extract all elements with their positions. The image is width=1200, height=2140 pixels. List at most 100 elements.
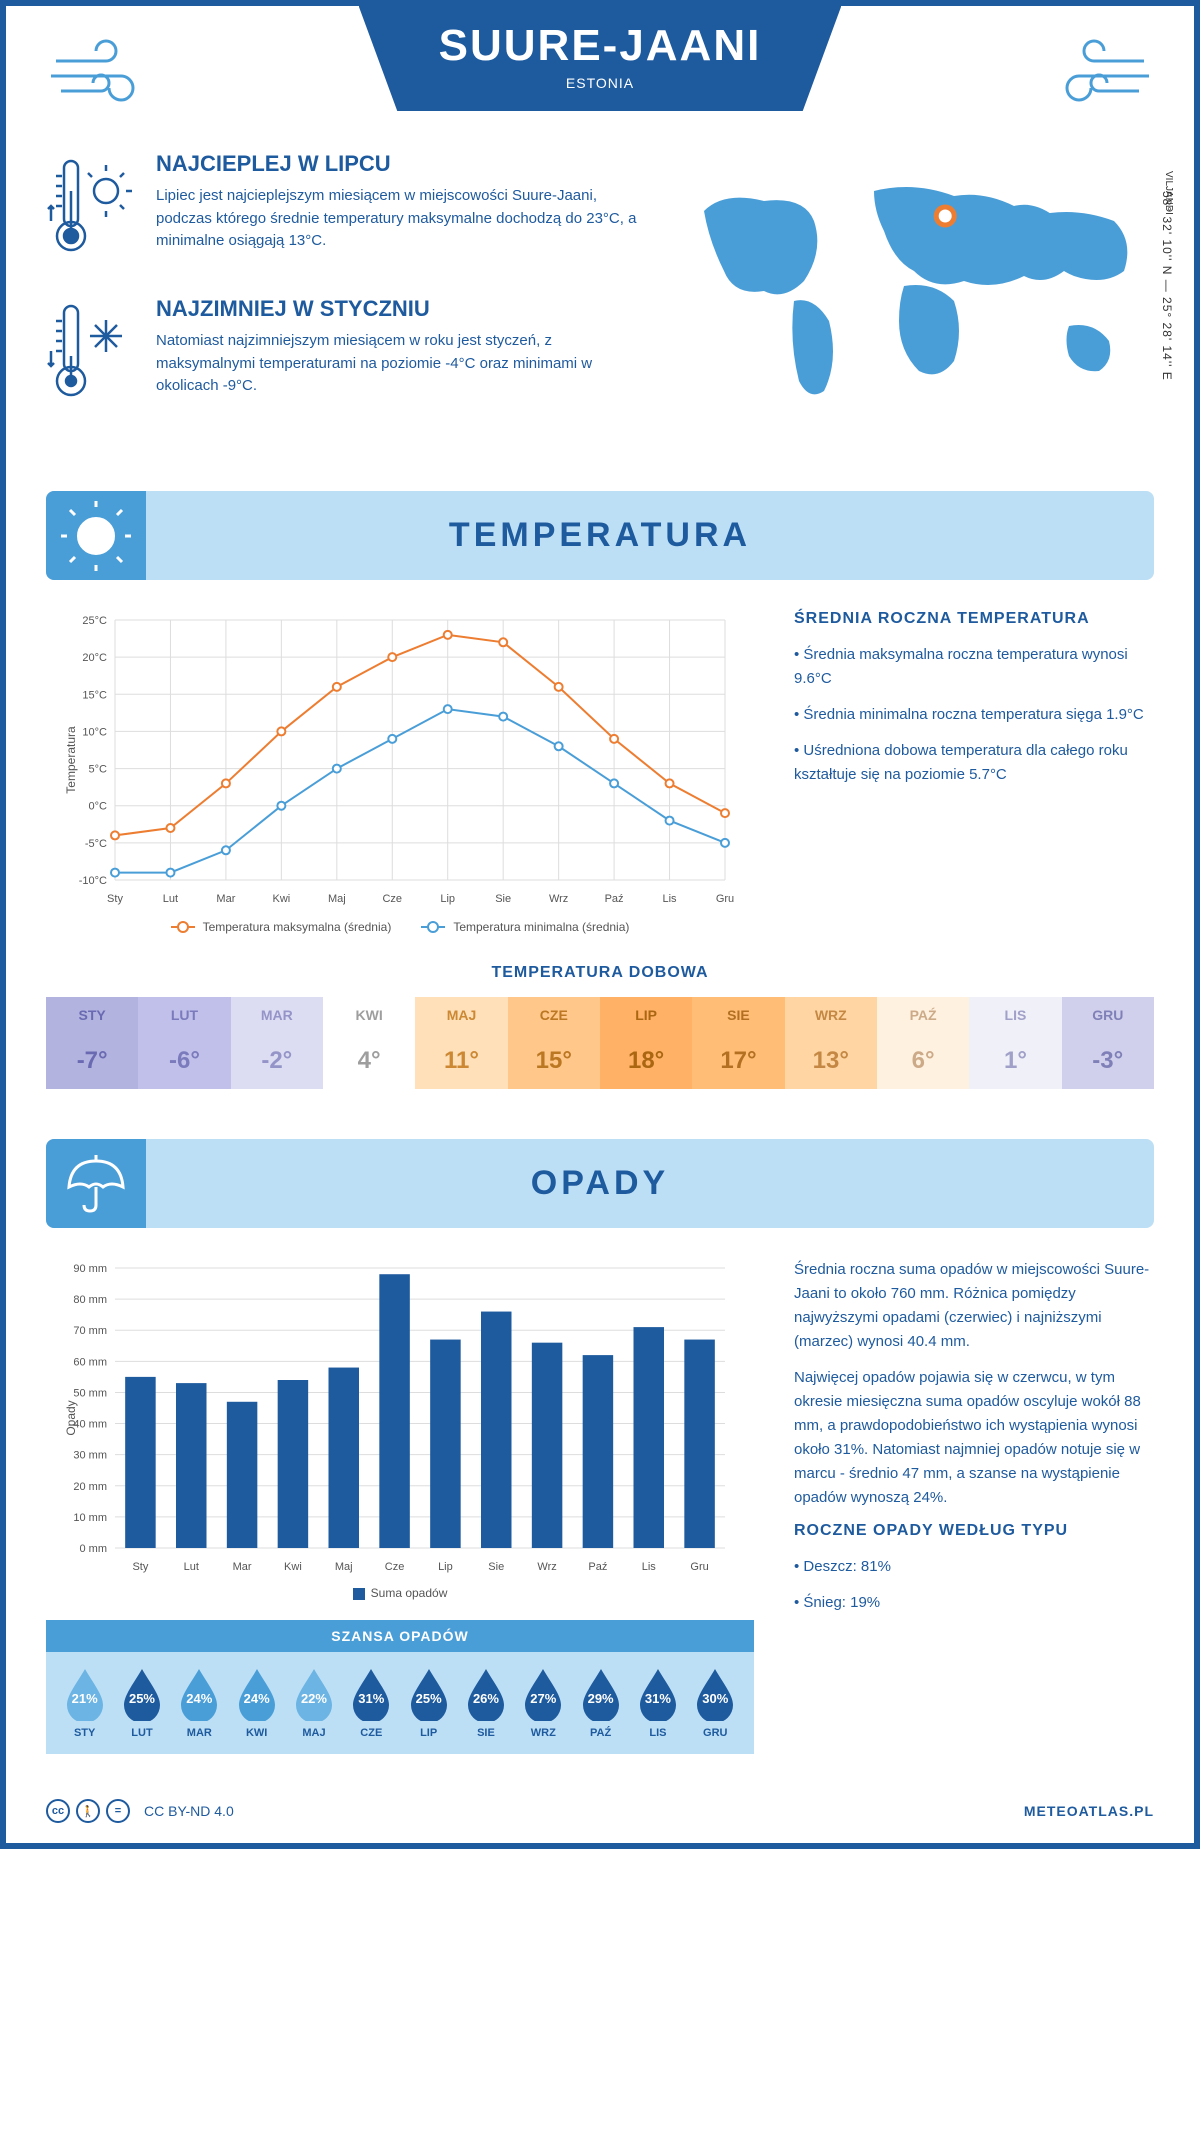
raindrop-icon: 26% [464, 1667, 508, 1721]
temp-summary-title: ŚREDNIA ROCZNA TEMPERATURA [794, 610, 1154, 628]
coordinates: 58° 32' 10'' N — 25° 28' 14'' E [1160, 191, 1174, 381]
page-header: SUURE-JAANI ESTONIA [6, 6, 1194, 121]
raindrop-icon: 31% [636, 1667, 680, 1721]
daily-month-cell: WRZ [785, 997, 877, 1033]
raindrop-icon: 24% [235, 1667, 279, 1721]
coldest-block: NAJZIMNIEJ W STYCZNIU Natomiast najzimni… [46, 296, 644, 411]
svg-text:20 mm: 20 mm [73, 1481, 107, 1493]
daily-month-cell: STY [46, 997, 138, 1033]
license-text: CC BY-ND 4.0 [144, 1803, 234, 1819]
page-title: SUURE-JAANI [439, 21, 762, 71]
svg-text:-5°C: -5°C [85, 838, 107, 850]
legend-min-label: Temperatura minimalna (średnia) [453, 920, 629, 934]
precipitation-chance-box: SZANSA OPADÓW 21% STY 25% LUT 24% MAR 24… [46, 1620, 754, 1754]
chance-cell: 27% WRZ [515, 1667, 572, 1739]
chance-cell: 25% LUT [113, 1667, 170, 1739]
daily-value-cell: 11° [415, 1033, 507, 1089]
svg-text:15°C: 15°C [82, 689, 107, 701]
svg-text:Kwi: Kwi [284, 1561, 302, 1573]
thermometer-hot-icon [46, 151, 136, 266]
chance-month-label: MAR [171, 1727, 228, 1739]
svg-text:90 mm: 90 mm [73, 1263, 107, 1275]
temperature-legend: Temperatura maksymalna (średnia) Tempera… [46, 920, 754, 934]
svg-text:Cze: Cze [385, 1561, 405, 1573]
brand-label: METEOATLAS.PL [1024, 1803, 1154, 1819]
thermometer-cold-icon [46, 296, 136, 411]
svg-text:20°C: 20°C [82, 652, 107, 664]
daily-value-cell: 17° [692, 1033, 784, 1089]
daily-value-cell: -7° [46, 1033, 138, 1089]
svg-text:Sie: Sie [488, 1561, 504, 1573]
svg-text:70 mm: 70 mm [73, 1325, 107, 1337]
chance-month-label: GRU [687, 1727, 744, 1739]
chance-cell: 30% GRU [687, 1667, 744, 1739]
page-footer: cc 🚶 = CC BY-ND 4.0 METEOATLAS.PL [6, 1784, 1194, 1843]
svg-text:0 mm: 0 mm [80, 1543, 108, 1555]
chance-title: SZANSA OPADÓW [46, 1620, 754, 1652]
raindrop-icon: 22% [292, 1667, 336, 1721]
svg-text:10 mm: 10 mm [73, 1512, 107, 1524]
svg-text:Lut: Lut [163, 893, 178, 905]
raindrop-icon: 21% [63, 1667, 107, 1721]
precipitation-bar-chart: 0 mm10 mm20 mm30 mm40 mm50 mm60 mm70 mm8… [46, 1258, 754, 1578]
svg-text:30 mm: 30 mm [73, 1450, 107, 1462]
raindrop-icon: 29% [579, 1667, 623, 1721]
chance-cell: 24% MAR [171, 1667, 228, 1739]
svg-text:60 mm: 60 mm [73, 1356, 107, 1368]
chance-cell: 31% LIS [629, 1667, 686, 1739]
svg-text:80 mm: 80 mm [73, 1294, 107, 1306]
chance-cell: 24% KWI [228, 1667, 285, 1739]
chance-cell: 26% SIE [457, 1667, 514, 1739]
raindrop-icon: 30% [693, 1667, 737, 1721]
svg-text:Opady: Opady [64, 1400, 78, 1435]
cc-icon: cc [46, 1799, 70, 1823]
svg-text:Lip: Lip [438, 1561, 453, 1573]
precip-type-bullet: Śnieg: 19% [794, 1591, 1154, 1615]
svg-text:Sie: Sie [495, 893, 511, 905]
svg-text:Mar: Mar [216, 893, 235, 905]
daily-month-cell: LUT [138, 997, 230, 1033]
nd-icon: = [106, 1799, 130, 1823]
raindrop-icon: 31% [349, 1667, 393, 1721]
svg-text:50 mm: 50 mm [73, 1387, 107, 1399]
temperature-heading: TEMPERATURA [46, 516, 1154, 555]
svg-text:-10°C: -10°C [79, 875, 107, 887]
daily-value-cell: 1° [969, 1033, 1061, 1089]
page-subtitle: ESTONIA [439, 75, 762, 91]
svg-text:10°C: 10°C [82, 726, 107, 738]
daily-temp-title: TEMPERATURA DOBOWA [46, 964, 1154, 982]
hottest-text: Lipiec jest najcieplejszym miesiącem w m… [156, 185, 644, 253]
svg-text:Gru: Gru [716, 893, 734, 905]
svg-text:Wrz: Wrz [537, 1561, 556, 1573]
raindrop-icon: 24% [177, 1667, 221, 1721]
legend-max-label: Temperatura maksymalna (średnia) [203, 920, 392, 934]
umbrella-icon [46, 1139, 146, 1228]
temperature-section-header: TEMPERATURA [46, 491, 1154, 580]
precipitation-summary: Średnia roczna suma opadów w miejscowośc… [794, 1258, 1154, 1754]
by-icon: 🚶 [76, 1799, 100, 1823]
chance-cell: 22% MAJ [285, 1667, 342, 1739]
svg-text:Paź: Paź [605, 893, 624, 905]
temperature-line-chart: -10°C-5°C0°C5°C10°C15°C20°C25°CStyLutMar… [46, 610, 754, 910]
svg-text:5°C: 5°C [89, 764, 108, 776]
svg-text:Lip: Lip [440, 893, 455, 905]
chance-month-label: CZE [343, 1727, 400, 1739]
svg-text:Temperatura: Temperatura [64, 726, 78, 794]
svg-text:Lis: Lis [642, 1561, 657, 1573]
chance-month-label: KWI [228, 1727, 285, 1739]
chance-month-label: LIP [400, 1727, 457, 1739]
chance-cell: 21% STY [56, 1667, 113, 1739]
daily-value-cell: -3° [1062, 1033, 1154, 1089]
coldest-text: Natomiast najzimniejszym miesiącem w rok… [156, 330, 644, 398]
raindrop-icon: 25% [407, 1667, 451, 1721]
license-badge: cc 🚶 = CC BY-ND 4.0 [46, 1799, 234, 1823]
svg-text:Kwi: Kwi [272, 893, 290, 905]
intro-section: NAJCIEPLEJ W LIPCU Lipiec jest najcieple… [6, 121, 1194, 471]
hottest-title: NAJCIEPLEJ W LIPCU [156, 151, 644, 177]
chance-month-label: LUT [113, 1727, 170, 1739]
svg-text:Gru: Gru [690, 1561, 708, 1573]
chance-month-label: MAJ [285, 1727, 342, 1739]
title-banner: SUURE-JAANI ESTONIA [359, 6, 842, 111]
daily-month-cell: CZE [508, 997, 600, 1033]
sun-icon [46, 491, 146, 580]
